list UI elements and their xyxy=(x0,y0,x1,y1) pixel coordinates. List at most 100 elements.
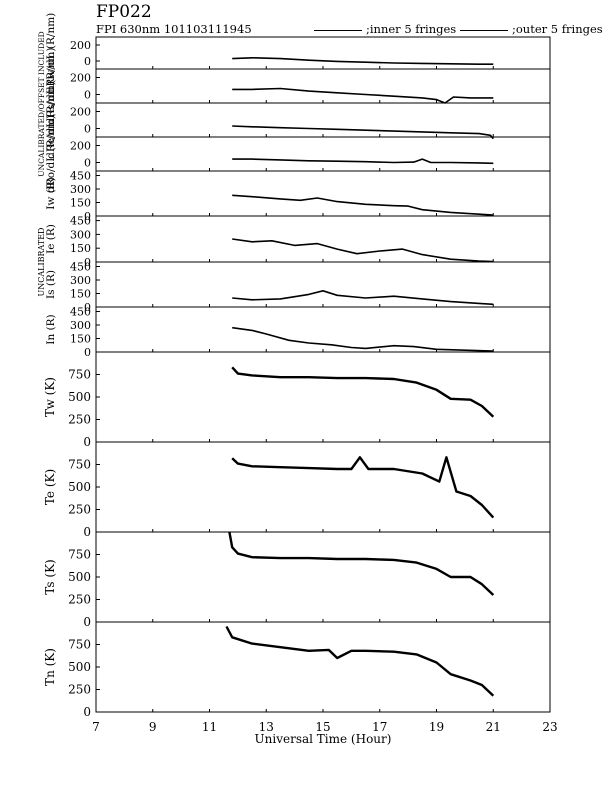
y-axis-label: dRe/dL (R/nm) xyxy=(45,81,57,159)
panel-frame xyxy=(95,102,551,138)
y-axis-label: Ts (K) xyxy=(43,559,57,594)
y-tick-label: 0 xyxy=(84,89,91,102)
legend-outer-line xyxy=(460,29,508,31)
x-tick-label: 9 xyxy=(149,720,157,734)
y-axis-label: In (R) xyxy=(45,314,57,344)
x-tick-label: 7 xyxy=(92,720,100,734)
x-tick-label: 17 xyxy=(372,720,387,734)
y-tick-label: 0 xyxy=(84,210,91,223)
series-line xyxy=(232,289,494,306)
series-line xyxy=(232,238,494,263)
y-tick-label: 750 xyxy=(68,458,91,472)
y-tick-label: 250 xyxy=(68,593,91,607)
y-tick-label: 450 xyxy=(70,261,91,274)
panel-frame xyxy=(95,351,551,443)
legend-inner-line xyxy=(314,29,362,31)
y-tick-label: 0 xyxy=(83,705,91,719)
chart-title: FP022 xyxy=(96,2,152,22)
panel-frame xyxy=(95,531,551,623)
y-axis-label: Te (K) xyxy=(43,469,57,505)
series-line xyxy=(231,366,495,418)
y-tick-label: 200 xyxy=(70,106,91,119)
y-axis-label: Is (R) xyxy=(45,270,57,299)
series-line xyxy=(232,87,494,104)
panel-frame xyxy=(95,306,551,353)
header-info: FPI 630nm 101103111945 xyxy=(96,22,252,36)
legend-inner: ;inner 5 fringes xyxy=(314,22,456,36)
legend-outer-label: ;outer 5 fringes xyxy=(512,22,603,36)
y-tick-label: 300 xyxy=(70,274,91,287)
y-tick-label: 450 xyxy=(70,306,91,319)
y-axis-label: dRs/dL (R/nm) xyxy=(45,48,57,125)
y-tick-label: 250 xyxy=(68,413,91,427)
y-tick-label: 200 xyxy=(70,72,91,85)
panel-10: 0 250 500 750 Te (K) xyxy=(43,441,551,539)
y-tick-label: 300 xyxy=(70,228,91,241)
y-tick-label: 200 xyxy=(70,39,91,52)
y-axis-label: Tw (K) xyxy=(43,377,57,417)
series-line xyxy=(232,56,494,65)
y-tick-label: 500 xyxy=(68,480,91,494)
y-axis-label: Ie (R) xyxy=(45,224,57,254)
x-tick-label: 15 xyxy=(315,720,330,734)
left-annotation-top: UNCALIBRATED/OFFSET INCLUDED xyxy=(37,31,46,176)
y-tick-label: 0 xyxy=(84,123,91,136)
series-line xyxy=(225,625,495,697)
y-axis-label: dRw/dL (R/nm) xyxy=(45,13,57,94)
panel-1: 0 200 dRw/dL (R/nm) xyxy=(45,13,551,94)
series-line xyxy=(232,194,494,216)
y-tick-label: 0 xyxy=(84,55,91,68)
x-axis-label: Universal Time (Hour) xyxy=(255,732,392,746)
panel-frame xyxy=(95,621,551,713)
series-line xyxy=(232,326,494,352)
y-tick-label: 500 xyxy=(68,390,91,404)
y-axis-label: Iw (R) xyxy=(45,177,57,210)
y-tick-label: 0 xyxy=(83,525,91,539)
y-tick-label: 750 xyxy=(68,638,91,652)
panel-11: 0 250 500 750 Ts (K) xyxy=(43,531,551,629)
x-tick-label: 19 xyxy=(429,720,444,734)
y-tick-label: 0 xyxy=(84,157,91,170)
y-tick-label: 0 xyxy=(83,615,91,629)
x-tick-label: 23 xyxy=(542,720,557,734)
y-tick-label: 0 xyxy=(83,435,91,449)
y-tick-label: 450 xyxy=(70,215,91,228)
y-axis-label: Tn (K) xyxy=(43,648,57,686)
legend-inner-label: ;inner 5 fringes xyxy=(366,22,457,36)
left-annotation-bottom: UNCALIBRATED xyxy=(37,228,46,297)
panel-9: 0 250 500 750 Tw (K) xyxy=(43,351,551,449)
y-tick-label: 0 xyxy=(84,256,91,269)
y-tick-label: 150 xyxy=(70,197,91,210)
y-tick-label: 500 xyxy=(68,570,91,584)
y-tick-label: 750 xyxy=(68,368,91,382)
series-line xyxy=(232,125,494,140)
panel-frame xyxy=(95,170,551,217)
y-tick-label: 250 xyxy=(68,683,91,697)
y-tick-label: 500 xyxy=(68,660,91,674)
panel-frame xyxy=(95,136,551,172)
y-tick-label: 0 xyxy=(84,346,91,359)
y-tick-label: 150 xyxy=(70,333,91,346)
panel-frame xyxy=(95,261,551,308)
y-tick-label: 150 xyxy=(70,242,91,255)
y-tick-label: 300 xyxy=(70,183,91,196)
panel-4: 0 200 dRo/dL (R/nm) xyxy=(45,115,551,193)
series-line xyxy=(231,456,495,519)
series-line xyxy=(228,531,495,596)
panel-3: 0 200 dRe/dL (R/nm) xyxy=(45,81,551,159)
x-tick-label: 13 xyxy=(259,720,274,734)
y-tick-label: 450 xyxy=(70,170,91,183)
y-tick-label: 750 xyxy=(68,548,91,562)
panel-12: 0 250 500 750 Tn (K) xyxy=(43,621,551,719)
x-tick-label: 11 xyxy=(202,720,217,734)
panel-frame xyxy=(95,441,551,533)
panel-frame xyxy=(95,215,551,263)
y-tick-label: 200 xyxy=(70,140,91,153)
y-axis-label: dRo/dL (R/nm) xyxy=(45,115,57,193)
y-tick-label: 300 xyxy=(70,319,91,332)
legend-outer: ;outer 5 fringes xyxy=(460,22,603,36)
y-tick-label: 250 xyxy=(68,503,91,517)
